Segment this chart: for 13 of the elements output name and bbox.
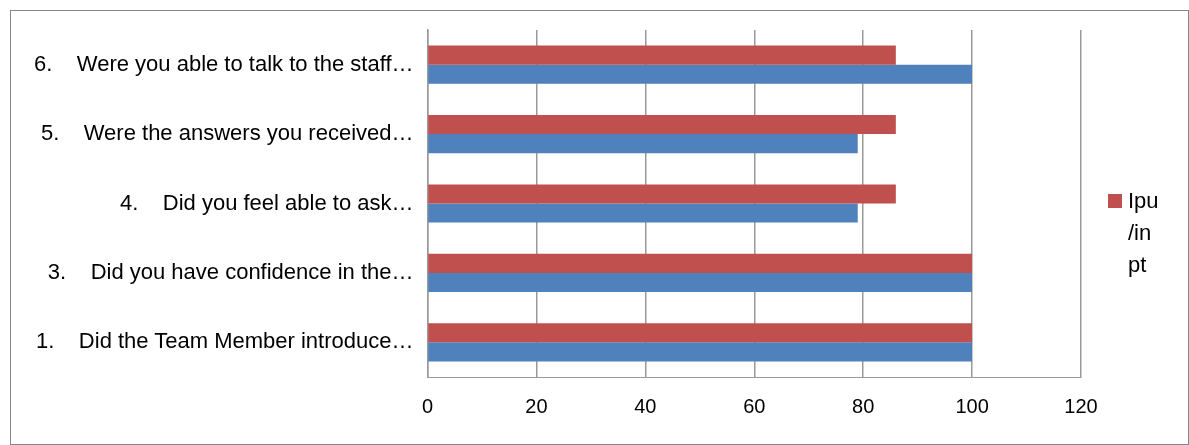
- y-tick-label: 1. Did the Team Member introduce…: [36, 328, 414, 354]
- x-tick-label: 40: [634, 394, 657, 417]
- x-tick-label: 20: [525, 394, 548, 417]
- y-tick-label: 5. Were the answers you received…: [40, 120, 414, 146]
- x-tick-label: 80: [852, 394, 875, 417]
- legend-label: Ipu /in pt: [1128, 187, 1160, 279]
- x-tick-label: 0: [421, 394, 434, 417]
- x-tick-label: 60: [743, 394, 766, 417]
- y-tick-label: 6. Were you able to talk to the staff…: [34, 50, 414, 76]
- y-tick-label: 3. Did you have confidence in the…: [47, 258, 414, 284]
- y-tick-label: 4. Did you feel able to ask…: [120, 189, 414, 215]
- x-tick-label: 120: [1064, 394, 1098, 417]
- x-tick-label: 100: [955, 394, 989, 417]
